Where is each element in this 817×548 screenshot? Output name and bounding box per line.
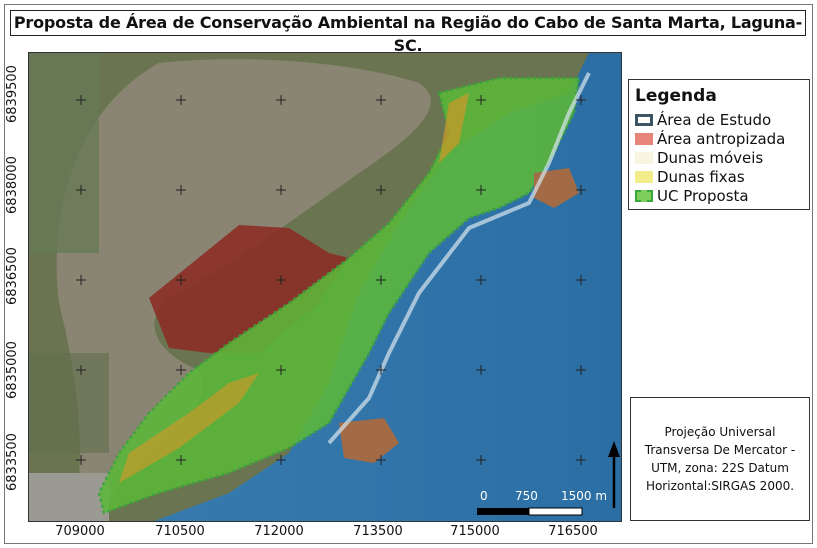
projection-text: Projeção Universal Transversa De Mercato… [644, 425, 796, 493]
fixed-dunes-south [119, 373, 259, 483]
map-canvas: 0 750 1500 m [29, 53, 621, 521]
legend-swatch-area-antropizada [635, 133, 653, 145]
y-tick-6835000: 6835000 [5, 341, 20, 399]
legend-label-area-antropizada: Área antropizada [657, 130, 786, 148]
x-tick-710500: 710500 [155, 524, 205, 539]
scale-bar: 0 750 1500 m [477, 489, 607, 516]
legend-item-dunas-fixas: Dunas fixas [635, 168, 745, 186]
x-tick-712000: 712000 [254, 524, 304, 539]
map-title: Proposta de Área de Conservação Ambienta… [10, 10, 806, 55]
map-area: 0 750 1500 m [28, 52, 622, 522]
scale-label-750: 750 [515, 489, 538, 503]
anthropized-area [149, 225, 349, 353]
scale-label-0: 0 [480, 489, 488, 503]
x-tick-715000: 715000 [450, 524, 500, 539]
lagoon [56, 59, 431, 521]
legend-swatch-area-estudo [635, 114, 653, 126]
scale-label-1500: 1500 m [561, 489, 607, 503]
legend-swatch-uc-proposta [635, 190, 653, 202]
legend-title: Legenda [635, 86, 717, 106]
legend: Legenda Área de Estudo Área antropizada … [628, 79, 810, 210]
y-tick-6839500: 6839500 [5, 65, 20, 123]
x-tick-713500: 713500 [353, 524, 403, 539]
farm-plots [29, 53, 99, 253]
town [29, 473, 109, 521]
legend-swatch-dunas-moveis [635, 152, 653, 164]
headland-south [339, 418, 399, 463]
legend-swatch-dunas-fixas [635, 171, 653, 183]
scale-bar-white [528, 507, 583, 516]
legend-item-uc-proposta: UC Proposta [635, 187, 749, 205]
y-tick-6836500: 6836500 [5, 247, 20, 305]
legend-item-dunas-moveis: Dunas móveis [635, 149, 763, 167]
surf-line [327, 72, 591, 445]
grid-crosses [76, 95, 586, 465]
vegetation-south [29, 353, 109, 453]
map-frame [4, 4, 813, 544]
fixed-dunes-north [439, 93, 469, 163]
legend-item-area-estudo: Área de Estudo [635, 111, 771, 129]
headland-east [534, 168, 579, 208]
x-tick-709000: 709000 [55, 524, 105, 539]
legend-label-dunas-moveis: Dunas móveis [657, 149, 764, 167]
legend-label-area-estudo: Área de Estudo [657, 111, 772, 129]
legend-item-area-antropizada: Área antropizada [635, 130, 785, 148]
legend-label-uc-proposta: UC Proposta [657, 187, 749, 205]
y-tick-6838000: 6838000 [5, 156, 20, 214]
y-tick-6833500: 6833500 [5, 433, 20, 491]
legend-label-dunas-fixas: Dunas fixas [657, 168, 745, 186]
north-arrow-icon [608, 441, 620, 508]
projection-box: Projeção Universal Transversa De Mercato… [630, 397, 810, 521]
x-tick-716500: 716500 [548, 524, 598, 539]
